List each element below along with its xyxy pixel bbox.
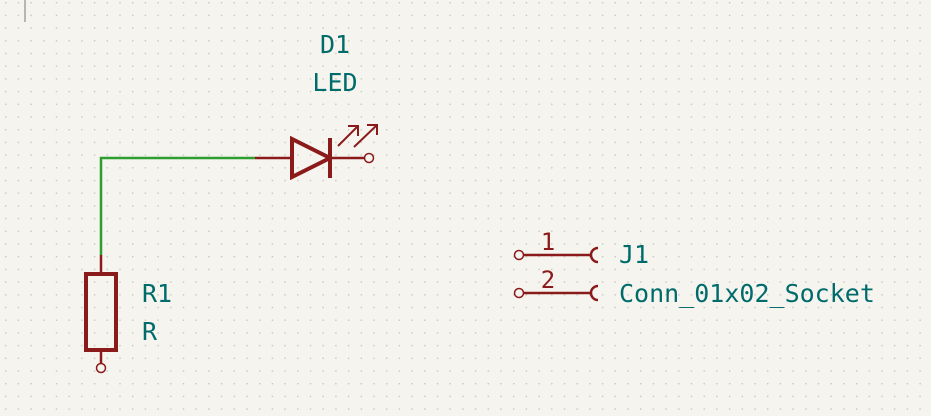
- d1-value-label[interactable]: LED: [312, 68, 357, 97]
- led-pin-endpoint: [363, 152, 375, 164]
- d1-reference-label[interactable]: D1: [320, 30, 350, 59]
- resistor-icon: [84, 255, 118, 374]
- j1-pin1-number: 1: [541, 228, 555, 256]
- r1-value-label[interactable]: R: [142, 317, 158, 346]
- j1-pin2-number: 2: [541, 266, 555, 294]
- led-diode-icon: [255, 124, 378, 181]
- j1-reference-label[interactable]: J1: [619, 240, 649, 269]
- j1-value-label[interactable]: Conn_01x02_Socket: [619, 279, 875, 308]
- led-d1-symbol[interactable]: D1 LED: [255, 30, 378, 181]
- r1-reference-label[interactable]: R1: [142, 279, 172, 308]
- socket-connector-icon: [513, 246, 599, 302]
- resistor-r1-symbol[interactable]: R1 R: [84, 255, 172, 374]
- resistor-pin-endpoint: [95, 362, 107, 374]
- connector-j1-symbol[interactable]: 1 2 J1 Conn_01x02_Socket: [513, 228, 875, 308]
- wire-r1-to-d1[interactable]: [99, 156, 255, 255]
